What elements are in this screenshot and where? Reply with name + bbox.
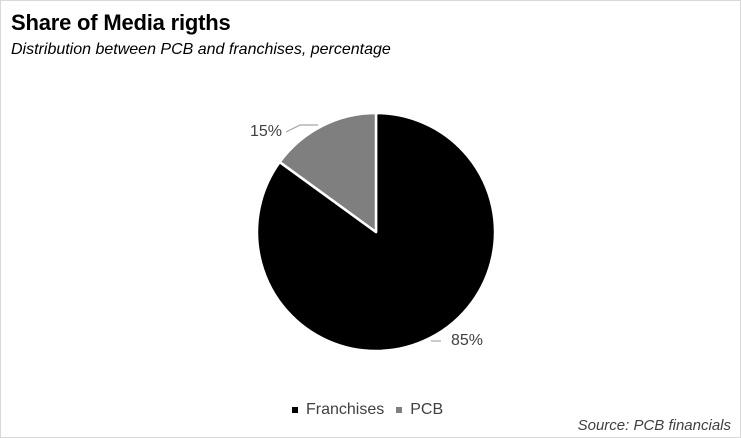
- chart-legend: Franchises PCB: [292, 401, 455, 419]
- legend-item-pcb: PCB: [396, 401, 443, 419]
- pie-slice-pcb: [278, 111, 378, 234]
- legend-item-franchises: Franchises: [292, 401, 384, 419]
- data-label-franchises: 85%: [451, 332, 483, 349]
- leader-line-pcb: [285, 124, 318, 133]
- legend-label-pcb: PCB: [410, 401, 444, 418]
- legend-swatch-franchises: [292, 407, 298, 413]
- source-note: Source: PCB financials: [577, 417, 731, 434]
- data-label-pcb: 15%: [250, 123, 282, 140]
- legend-label-franchises: Franchises: [306, 401, 385, 418]
- legend-swatch-pcb: [396, 407, 403, 413]
- chart-title: Share of Media rigths: [11, 10, 231, 35]
- chart-subtitle: Distribution between PCB and franchises,…: [11, 41, 391, 58]
